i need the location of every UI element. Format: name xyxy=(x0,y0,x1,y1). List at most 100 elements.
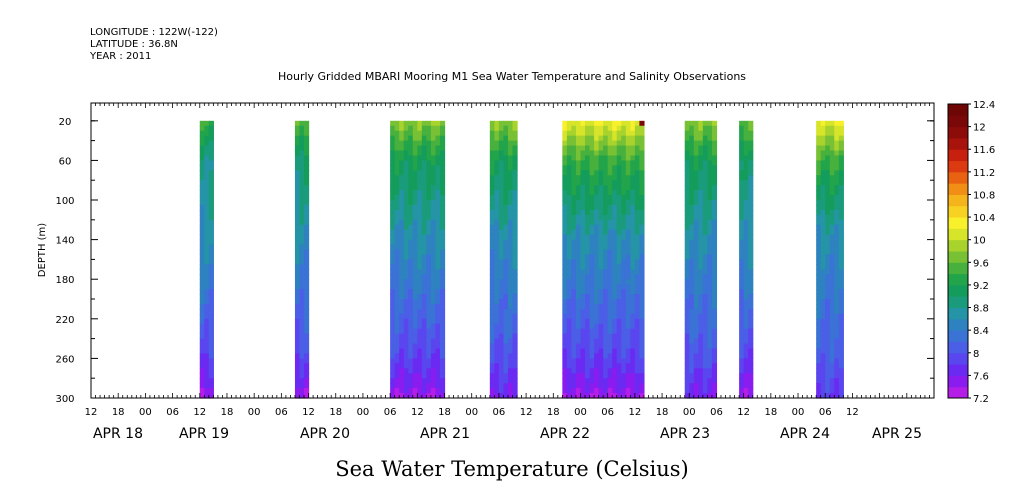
data-cell xyxy=(748,190,754,196)
data-cell xyxy=(698,303,704,310)
data-cell xyxy=(825,249,831,256)
colorbar-swatch xyxy=(948,341,968,354)
data-cell xyxy=(580,140,586,147)
data-cell xyxy=(630,318,636,325)
data-cell xyxy=(421,294,427,300)
data-cell xyxy=(571,135,577,142)
data-cell xyxy=(621,135,627,142)
data-cell xyxy=(204,135,210,142)
data-cell xyxy=(829,363,835,369)
y-tick-label: 20 xyxy=(59,117,72,128)
data-cell xyxy=(825,204,831,211)
data-cell xyxy=(625,259,631,265)
data-cell xyxy=(439,338,446,345)
data-cell xyxy=(589,214,595,221)
data-cell xyxy=(625,155,631,162)
data-cell xyxy=(512,388,518,394)
data-cell xyxy=(503,383,509,389)
data-cell xyxy=(571,125,577,132)
data-cell xyxy=(598,338,604,345)
x-hour-label: 06 xyxy=(601,407,614,418)
data-cell xyxy=(684,269,690,275)
data-cell xyxy=(711,358,718,364)
data-cell xyxy=(421,204,427,211)
data-cell xyxy=(498,393,505,399)
data-cell xyxy=(634,313,640,320)
data-cell xyxy=(607,209,613,216)
data-cell xyxy=(816,358,822,364)
data-cell xyxy=(693,175,699,181)
data-cell xyxy=(562,308,568,315)
data-cell xyxy=(421,140,427,147)
data-cell xyxy=(816,318,822,325)
data-cell xyxy=(684,229,690,236)
data-cell xyxy=(816,388,822,394)
data-cell xyxy=(707,368,713,374)
data-cell xyxy=(507,279,514,285)
data-cell xyxy=(204,363,210,369)
data-cell xyxy=(512,145,518,152)
data-cell xyxy=(304,254,310,261)
data-cell xyxy=(199,209,205,216)
data-cell xyxy=(299,373,305,379)
data-cell xyxy=(489,358,495,364)
data-cell xyxy=(589,328,595,335)
data-cell xyxy=(748,343,754,350)
data-cell xyxy=(829,378,835,384)
data-cell xyxy=(304,160,310,166)
data-cell xyxy=(702,328,708,335)
data-cell xyxy=(707,353,713,359)
data-cell xyxy=(684,165,690,171)
data-cell xyxy=(820,259,826,265)
data-cell xyxy=(294,160,301,166)
data-cell xyxy=(693,274,699,280)
data-cell xyxy=(594,180,600,186)
data-cell xyxy=(494,190,500,196)
data-cell xyxy=(503,175,509,181)
colorbar-label: 12.4 xyxy=(973,100,995,111)
data-cell xyxy=(829,353,835,359)
data-cell xyxy=(594,338,600,345)
data-cell xyxy=(566,368,573,374)
data-cell xyxy=(698,200,704,206)
colorbar-swatch xyxy=(948,352,968,365)
data-cell xyxy=(421,150,427,157)
data-cell xyxy=(412,289,418,295)
data-cell xyxy=(698,249,704,256)
data-cell xyxy=(489,368,495,374)
data-cell xyxy=(439,383,446,389)
data-cell xyxy=(825,264,831,270)
data-cell xyxy=(816,165,822,171)
data-cell xyxy=(707,209,713,216)
data-cell xyxy=(616,175,622,181)
data-cell xyxy=(417,175,423,181)
data-cell xyxy=(698,234,704,241)
data-cell xyxy=(566,348,573,355)
data-cell xyxy=(208,209,214,216)
data-cell xyxy=(571,224,577,231)
data-cell xyxy=(834,343,840,350)
data-cell xyxy=(566,180,573,186)
data-cell xyxy=(743,249,749,256)
data-cell xyxy=(299,145,305,152)
data-cell xyxy=(829,373,835,379)
data-cell xyxy=(417,368,423,374)
data-cell xyxy=(412,313,418,320)
data-cell xyxy=(639,318,645,325)
data-cell xyxy=(585,318,591,325)
data-cell xyxy=(439,284,446,290)
data-cell xyxy=(304,209,310,216)
data-cell xyxy=(294,264,301,270)
data-cell xyxy=(698,175,704,181)
data-cell xyxy=(580,358,586,364)
data-cell xyxy=(621,303,627,310)
data-cell xyxy=(512,195,518,201)
data-cell xyxy=(399,125,405,132)
data-cell xyxy=(208,175,214,181)
data-cell xyxy=(639,338,645,345)
data-cell xyxy=(598,358,604,364)
x-hour-label: 06 xyxy=(166,407,179,418)
data-cell xyxy=(594,279,600,285)
data-cell xyxy=(834,318,840,325)
data-cell xyxy=(512,170,518,176)
